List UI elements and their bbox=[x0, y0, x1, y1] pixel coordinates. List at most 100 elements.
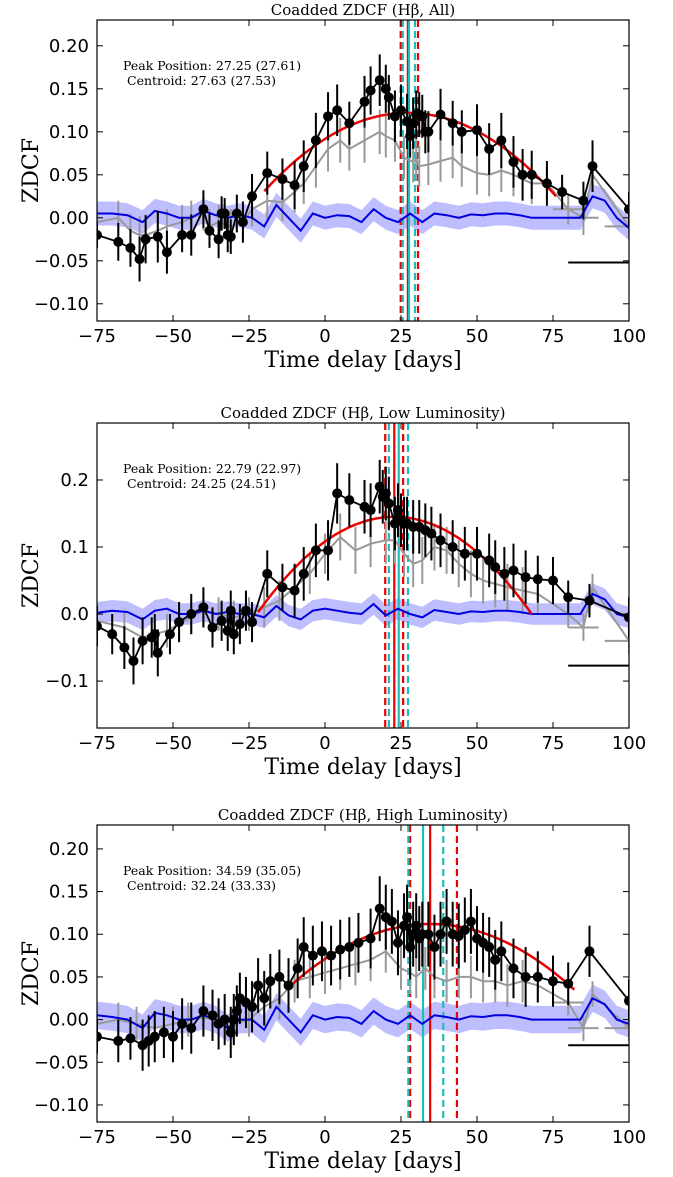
data-point bbox=[563, 978, 574, 989]
x-tick-label: 25 bbox=[390, 326, 413, 347]
x-tick-label: 0 bbox=[319, 326, 330, 347]
x-tick-label: 75 bbox=[542, 326, 565, 347]
data-point bbox=[323, 111, 334, 122]
data-point bbox=[484, 942, 495, 953]
y-tick-label: 0.15 bbox=[49, 882, 89, 903]
x-tick-label: −50 bbox=[154, 326, 192, 347]
y-tick-label: 0.2 bbox=[60, 470, 89, 491]
x-tick-label: −75 bbox=[78, 326, 116, 347]
y-tick-label: 0.10 bbox=[49, 122, 89, 143]
y-tick-label: 0.05 bbox=[49, 165, 89, 186]
data-point bbox=[490, 562, 501, 573]
data-point bbox=[326, 950, 337, 961]
data-point bbox=[237, 217, 248, 228]
data-point bbox=[435, 535, 446, 546]
data-point bbox=[289, 585, 300, 596]
data-point bbox=[307, 950, 318, 961]
data-point bbox=[316, 946, 327, 957]
data-point bbox=[207, 622, 218, 633]
data-point bbox=[113, 236, 124, 247]
data-point bbox=[216, 615, 227, 626]
null-curve bbox=[97, 996, 629, 1034]
data-point bbox=[186, 230, 197, 240]
data-point bbox=[198, 204, 209, 215]
data-point bbox=[344, 118, 355, 129]
data-point bbox=[137, 635, 148, 646]
plot-area bbox=[97, 20, 629, 321]
data-point bbox=[259, 993, 270, 1004]
data-point bbox=[496, 135, 507, 146]
y-axis-label: ZDCF bbox=[19, 138, 44, 203]
x-tick-label: −75 bbox=[78, 1127, 116, 1148]
data-point bbox=[496, 946, 507, 957]
x-tick-label: 100 bbox=[612, 326, 646, 347]
data-point bbox=[186, 609, 197, 620]
axes-frame bbox=[96, 422, 630, 729]
data-point bbox=[119, 642, 130, 653]
plot-area bbox=[97, 423, 629, 728]
data-point bbox=[277, 174, 288, 185]
y-tick-label: 0.10 bbox=[49, 924, 89, 945]
data-point bbox=[484, 144, 495, 154]
data-point bbox=[164, 629, 175, 640]
data-point bbox=[134, 254, 145, 265]
data-point bbox=[152, 647, 163, 658]
x-tick-label: 100 bbox=[612, 733, 646, 754]
y-tick-label: −0.1 bbox=[45, 671, 89, 692]
data-point bbox=[234, 619, 245, 630]
data-point bbox=[289, 180, 300, 191]
data-point bbox=[429, 942, 440, 953]
data-point bbox=[447, 542, 458, 553]
data-point bbox=[97, 1031, 102, 1042]
data-point bbox=[125, 242, 136, 253]
data-point bbox=[517, 169, 528, 180]
peak-position-annotation: Peak Position: 34.59 (35.05) bbox=[123, 863, 301, 878]
black-series-line bbox=[97, 483, 629, 663]
data-point bbox=[383, 92, 394, 103]
data-point bbox=[465, 916, 476, 927]
data-point bbox=[174, 617, 185, 628]
data-point bbox=[456, 126, 467, 137]
y-tick-label: −0.10 bbox=[34, 294, 89, 315]
y-tick-label: 0.15 bbox=[49, 79, 89, 100]
x-tick-label: 50 bbox=[466, 1127, 489, 1148]
x-axis-label: Time delay [days] bbox=[264, 1149, 461, 1174]
data-point bbox=[198, 1006, 209, 1017]
data-point bbox=[247, 617, 258, 628]
data-point bbox=[310, 135, 321, 146]
data-point bbox=[125, 1033, 136, 1044]
data-point bbox=[128, 655, 139, 666]
data-point bbox=[532, 574, 543, 585]
data-point bbox=[228, 629, 239, 640]
data-point bbox=[426, 528, 437, 539]
y-tick-label: 0.0 bbox=[60, 604, 89, 625]
data-point bbox=[365, 933, 376, 944]
axes-frame bbox=[96, 19, 630, 322]
gray-series-line bbox=[97, 130, 629, 236]
data-point bbox=[423, 126, 434, 137]
data-point bbox=[149, 1031, 160, 1042]
data-point bbox=[177, 230, 188, 240]
x-tick-label: −75 bbox=[78, 733, 116, 754]
y-tick-label: 0.00 bbox=[49, 208, 89, 229]
x-tick-label: 50 bbox=[466, 733, 489, 754]
y-axis-label: ZDCF bbox=[19, 941, 44, 1006]
x-tick-label: −25 bbox=[230, 733, 268, 754]
data-point bbox=[584, 946, 595, 957]
data-point bbox=[624, 612, 629, 623]
y-tick-label: 0.05 bbox=[49, 967, 89, 988]
x-axis-label: Time delay [days] bbox=[264, 348, 461, 373]
data-point bbox=[277, 582, 288, 593]
data-point bbox=[548, 575, 558, 586]
y-tick-label: 0.1 bbox=[60, 537, 89, 558]
x-tick-label: −50 bbox=[154, 1127, 192, 1148]
data-point bbox=[499, 568, 510, 579]
axes-frame bbox=[96, 824, 630, 1123]
panel-2: −75 −50 −25 0 25 50 75 100 −0.1 0.0 0.1 0.2 Coadded … bbox=[19, 404, 646, 780]
data-point bbox=[225, 605, 236, 616]
panel-3: −75 −50 −25 0 25 50 75 100 −0.10 −0.05 0.00 0.05 0.1… bbox=[19, 806, 646, 1174]
x-tick-label: 0 bbox=[319, 733, 330, 754]
y-tick-label: −0.05 bbox=[34, 1052, 89, 1073]
data-point bbox=[140, 234, 151, 245]
